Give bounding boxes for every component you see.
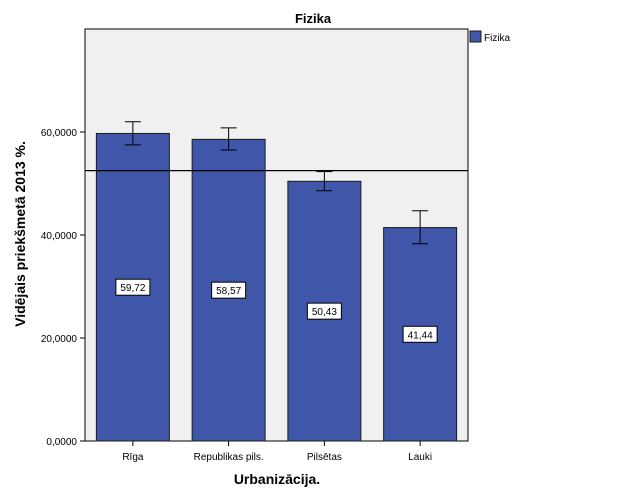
svg-text:50,43: 50,43	[312, 307, 337, 318]
x-tick-label-2: Republikas pils.	[194, 452, 264, 463]
data-label-2: 58,57	[211, 281, 247, 299]
x-axis-title: Urbanizācija.	[234, 471, 320, 487]
error-bar-3	[316, 171, 333, 192]
svg-text:41,44: 41,44	[408, 330, 433, 341]
data-label-3: 50,43	[306, 302, 342, 320]
y-tick-label-4: 60,0000	[41, 128, 78, 139]
y-tick-label-3: 40,0000	[41, 231, 78, 242]
legend: Fizika	[469, 30, 511, 44]
x-tick-label-1: Rīga	[122, 452, 144, 463]
legend-swatch	[469, 30, 482, 43]
error-bar-4	[412, 210, 429, 245]
error-bar-1	[124, 121, 141, 146]
y-tick-label-1: 0,0000	[46, 437, 77, 448]
svg-text:58,57: 58,57	[216, 286, 241, 297]
svg-text:59,72: 59,72	[120, 283, 145, 294]
error-bar-2	[220, 127, 237, 151]
x-tick-label-4: Lauki	[408, 452, 432, 463]
x-tick-label-3: Pilsētas	[307, 452, 342, 463]
chart-title: Fizika	[295, 11, 332, 26]
y-axis-title: Vidējais priekšmetā 2013 %.	[12, 141, 28, 327]
legend-label: Fizika	[484, 33, 511, 44]
data-label-4: 41,44	[402, 325, 438, 343]
data-label-1: 59,72	[115, 278, 151, 296]
y-tick-label-2: 20,0000	[41, 334, 78, 345]
